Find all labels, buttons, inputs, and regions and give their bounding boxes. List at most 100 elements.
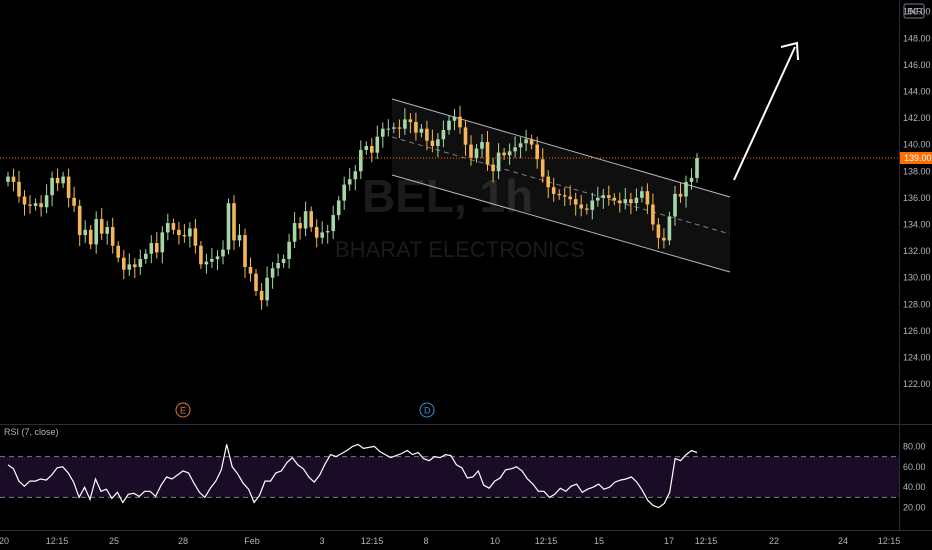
candle-body (303, 211, 308, 229)
candle-body (144, 253, 148, 259)
candle-body (414, 122, 418, 133)
price-tick-label: 148.00 (903, 33, 931, 43)
candle-body (325, 231, 330, 233)
candle-body (243, 235, 247, 267)
candle-body (22, 196, 27, 205)
candle-body (447, 120, 451, 130)
currency-badge-frame[interactable] (903, 3, 925, 19)
currency-badge[interactable]: INR (907, 7, 923, 17)
arrow-head (780, 41, 799, 61)
candle-body (645, 191, 650, 205)
price-axis[interactable]: 150.00 148.00 146.00 144.00 142.00 140.00 138.… (903, 7, 931, 389)
time-axis[interactable]: 20 12:15 25 28 Feb 3 12:15 8 10 12:15 15 17 12:15 22 2… (0, 536, 900, 546)
candle-body (441, 130, 446, 140)
candle-body (127, 264, 132, 270)
price-tick-label: 126.00 (903, 326, 931, 336)
channel-median-line[interactable] (391, 136, 731, 235)
candle-body (6, 176, 10, 182)
candle-body (430, 140, 435, 146)
candle-body (618, 200, 622, 204)
candle-body (215, 256, 220, 260)
candle-body (392, 127, 396, 129)
price-tick-label: 124.00 (903, 352, 931, 362)
trend-channel[interactable] (391, 98, 731, 273)
candle-body (529, 139, 534, 145)
earnings-marker[interactable]: E (175, 402, 191, 418)
earnings-marker-circle[interactable] (175, 402, 191, 418)
candle-body (469, 144, 473, 158)
channel-upper-line[interactable] (391, 98, 731, 198)
candle-body (166, 223, 170, 233)
candle-body (623, 199, 628, 204)
candle-body (171, 223, 176, 230)
time-tick-label: 12:15 (878, 536, 901, 546)
candle-body (485, 142, 490, 165)
arrow-shaft[interactable] (733, 46, 796, 181)
candle-body (44, 195, 49, 208)
candle-body (309, 211, 313, 228)
price-tick-label: 142.00 (903, 113, 931, 123)
rsi-tick-label: 40.00 (903, 482, 926, 492)
time-tick-label: 12:15 (46, 536, 69, 546)
price-tick-label: 140.00 (903, 140, 931, 150)
time-tick-label: 20 (0, 536, 9, 546)
time-tick-label: 22 (769, 536, 779, 546)
candle-body (695, 158, 699, 178)
time-tick-label: 12:15 (535, 536, 558, 546)
candle-body (408, 119, 413, 123)
candle-body (496, 152, 501, 172)
candle-body (551, 187, 556, 194)
candle-body (370, 146, 374, 153)
candle-body (634, 197, 639, 204)
candle-body (381, 128, 385, 137)
candle-body (210, 259, 214, 262)
candle-body (678, 193, 683, 197)
candle-body (458, 116, 462, 128)
candle-body (419, 128, 424, 133)
rsi-pane[interactable]: RSI (7, close) 80.00 60.00 40.00 20.00 (0, 427, 926, 513)
channel-lower-line[interactable] (391, 174, 731, 273)
candle-body (116, 245, 120, 258)
candle-body (601, 195, 606, 198)
time-tick-label: 12:15 (695, 536, 718, 546)
candle-body (507, 151, 512, 156)
candle-body (640, 191, 644, 198)
candle-body (364, 146, 369, 150)
candle-body (573, 199, 578, 205)
candle-body (11, 176, 16, 182)
candle-body (336, 200, 341, 216)
candle-body (122, 257, 126, 270)
candle-body (562, 195, 567, 197)
candle-body (353, 171, 358, 180)
forecast-arrow[interactable] (733, 41, 799, 181)
price-tick-label: 144.00 (903, 87, 931, 97)
candle-body (314, 227, 319, 238)
candle-body (55, 177, 60, 184)
candle-body (425, 128, 429, 141)
candle-body (72, 197, 76, 206)
candle-body (518, 143, 523, 148)
candle-body (193, 228, 198, 246)
candle-body (287, 241, 291, 259)
candle-body (133, 264, 137, 268)
candle-body (524, 139, 528, 144)
time-tick-label: 17 (664, 536, 674, 546)
candle-body (77, 205, 82, 236)
candle-body (557, 193, 561, 196)
candle-body (105, 227, 109, 234)
price-tick-label: 122.00 (903, 379, 931, 389)
candles (6, 105, 699, 310)
candle-body (270, 268, 275, 278)
candle-body (491, 164, 495, 172)
candle-body (568, 196, 572, 200)
candle-body (160, 232, 165, 253)
dividend-marker-circle[interactable] (419, 402, 435, 418)
dividend-marker[interactable]: D (419, 402, 435, 418)
rsi-tick-label: 20.00 (903, 503, 926, 513)
candle-body (513, 147, 517, 152)
candle-body (673, 193, 677, 217)
candle-body (254, 273, 258, 291)
watermark-name: BHARAT ELECTRONICS (335, 237, 585, 262)
candle-body (298, 223, 302, 229)
